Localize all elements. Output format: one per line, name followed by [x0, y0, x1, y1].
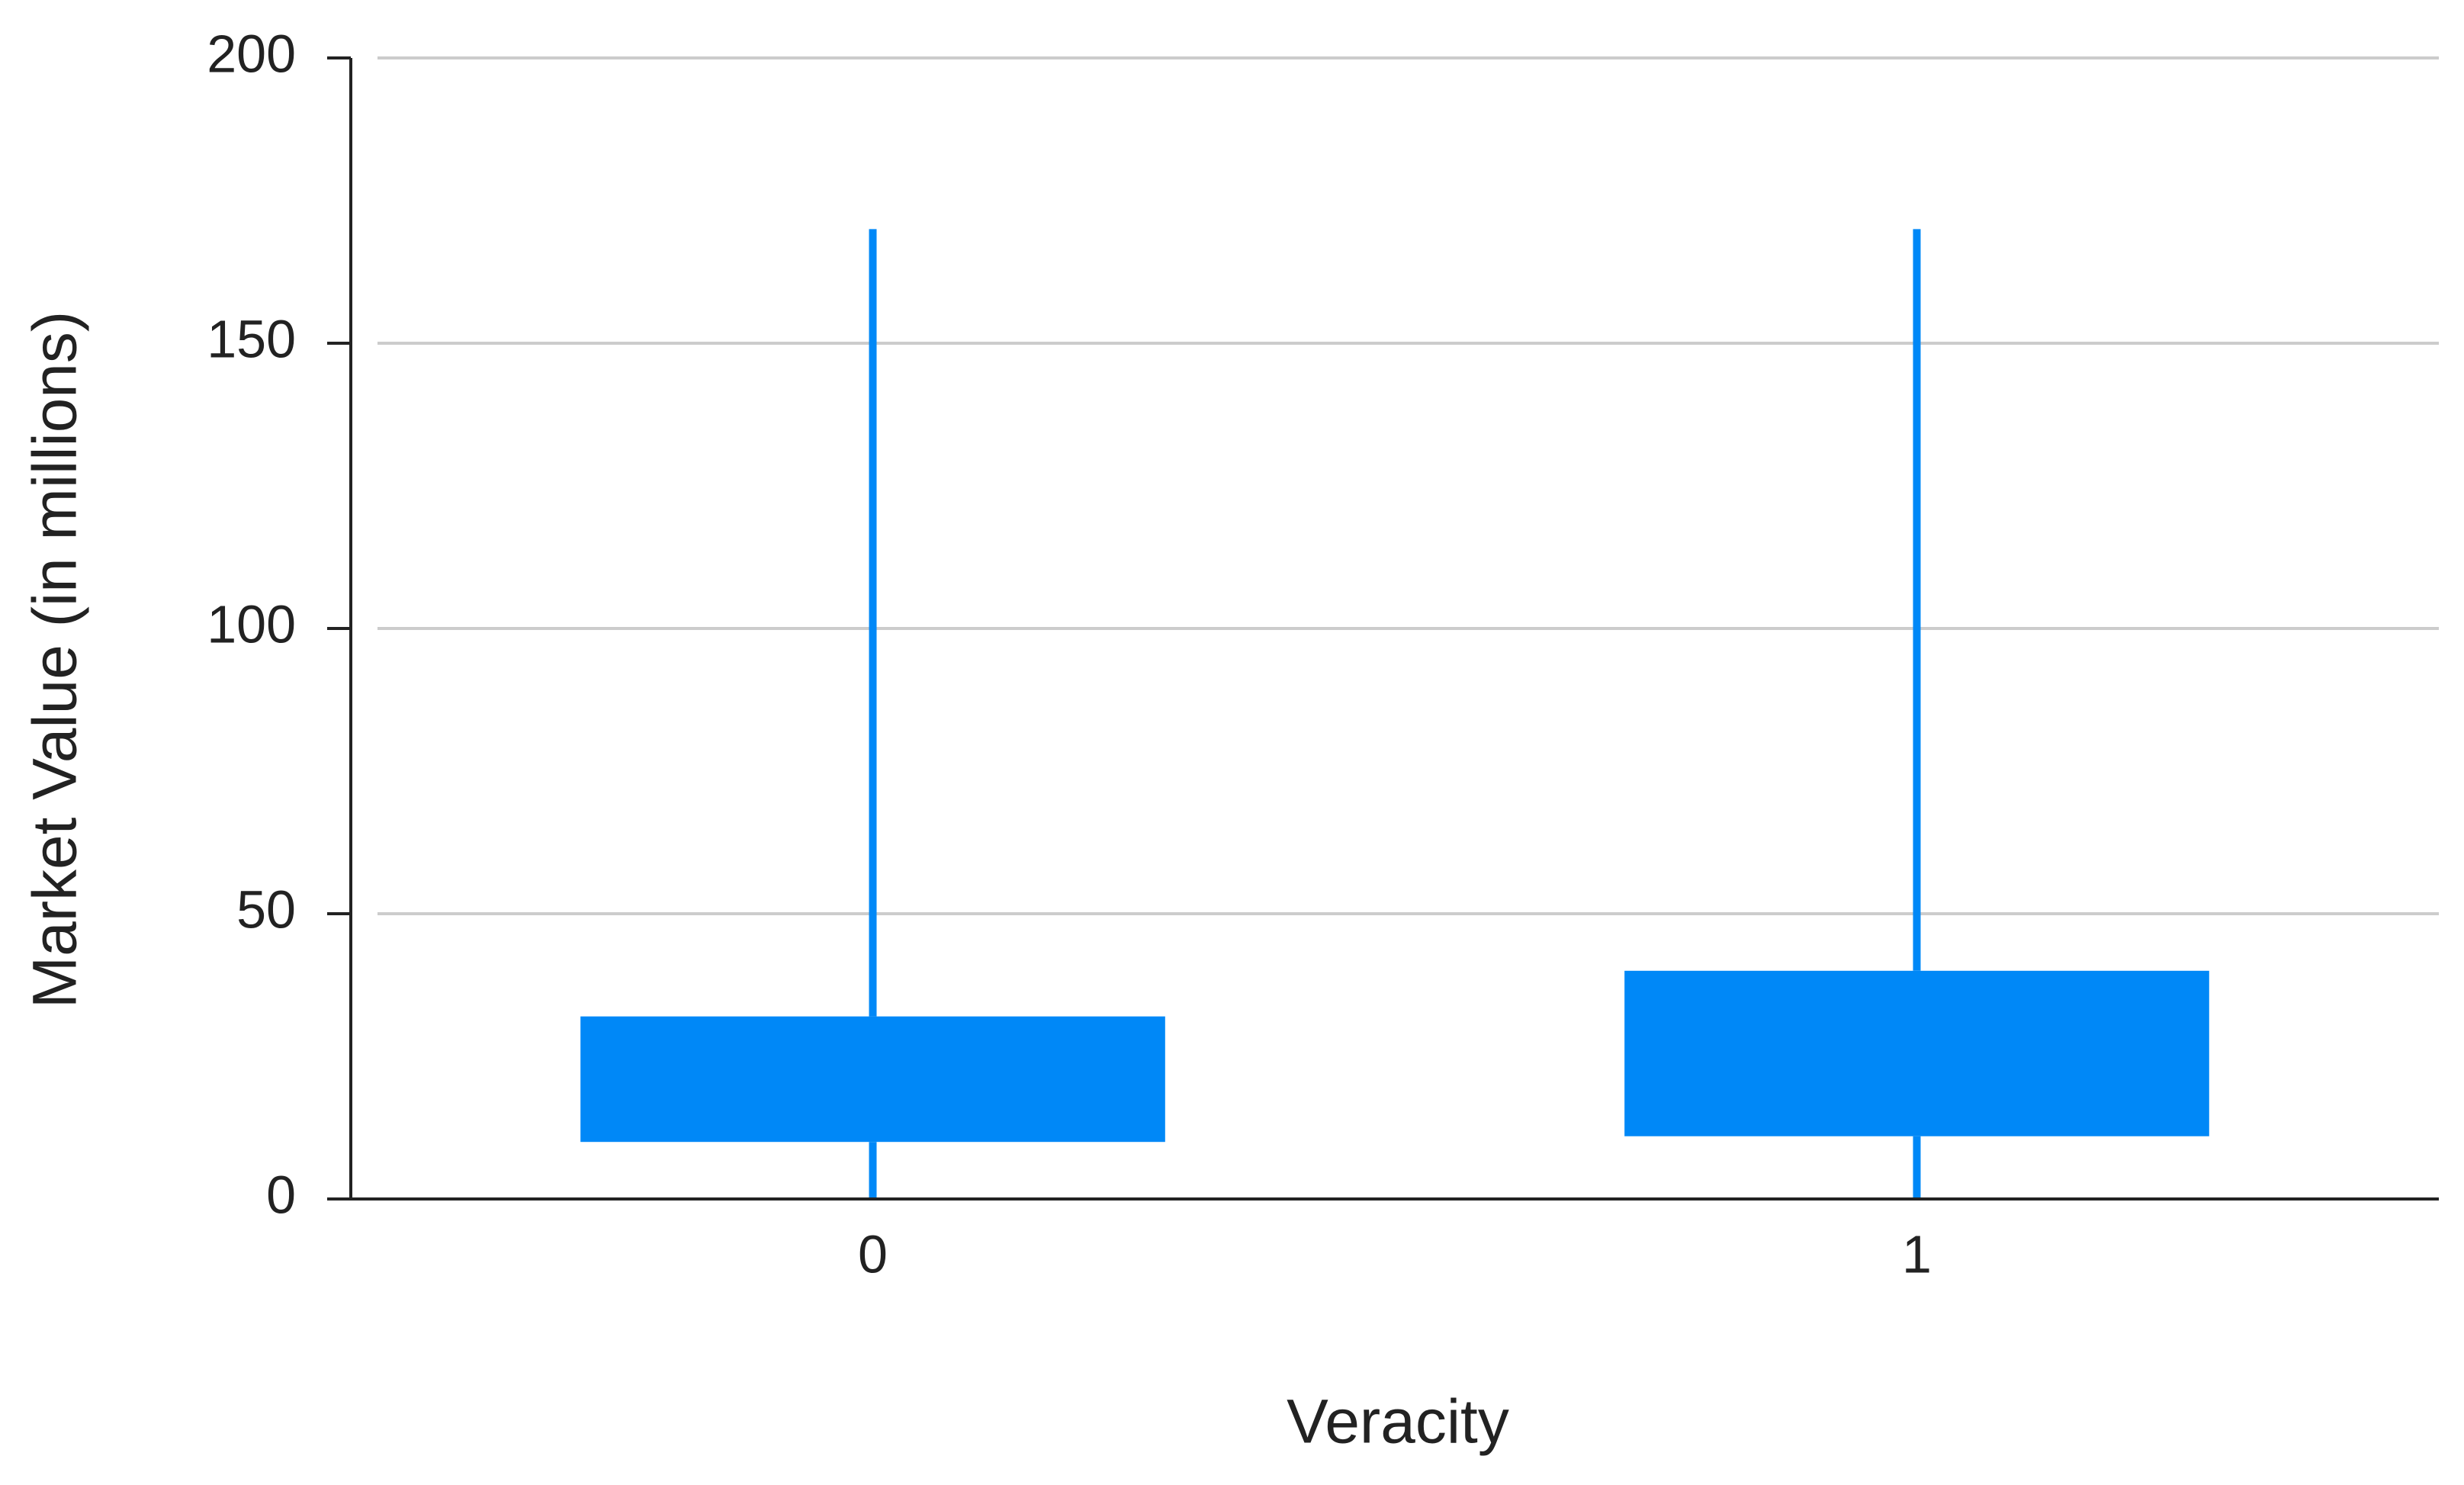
box [580, 1016, 1165, 1143]
x-axis-title: Veracity [1287, 1387, 1509, 1457]
y-tick-label: 200 [207, 24, 296, 83]
y-tick-label: 150 [207, 309, 296, 368]
x-tick-label: 0 [858, 1224, 888, 1284]
y-tick-label: 100 [207, 594, 296, 654]
y-tick-label: 0 [266, 1165, 296, 1224]
y-axis-title: Market Value (in millions) [21, 311, 90, 1008]
box [1624, 970, 2209, 1136]
x-tick-label: 1 [1902, 1224, 1932, 1284]
y-tick-label: 50 [236, 879, 296, 939]
